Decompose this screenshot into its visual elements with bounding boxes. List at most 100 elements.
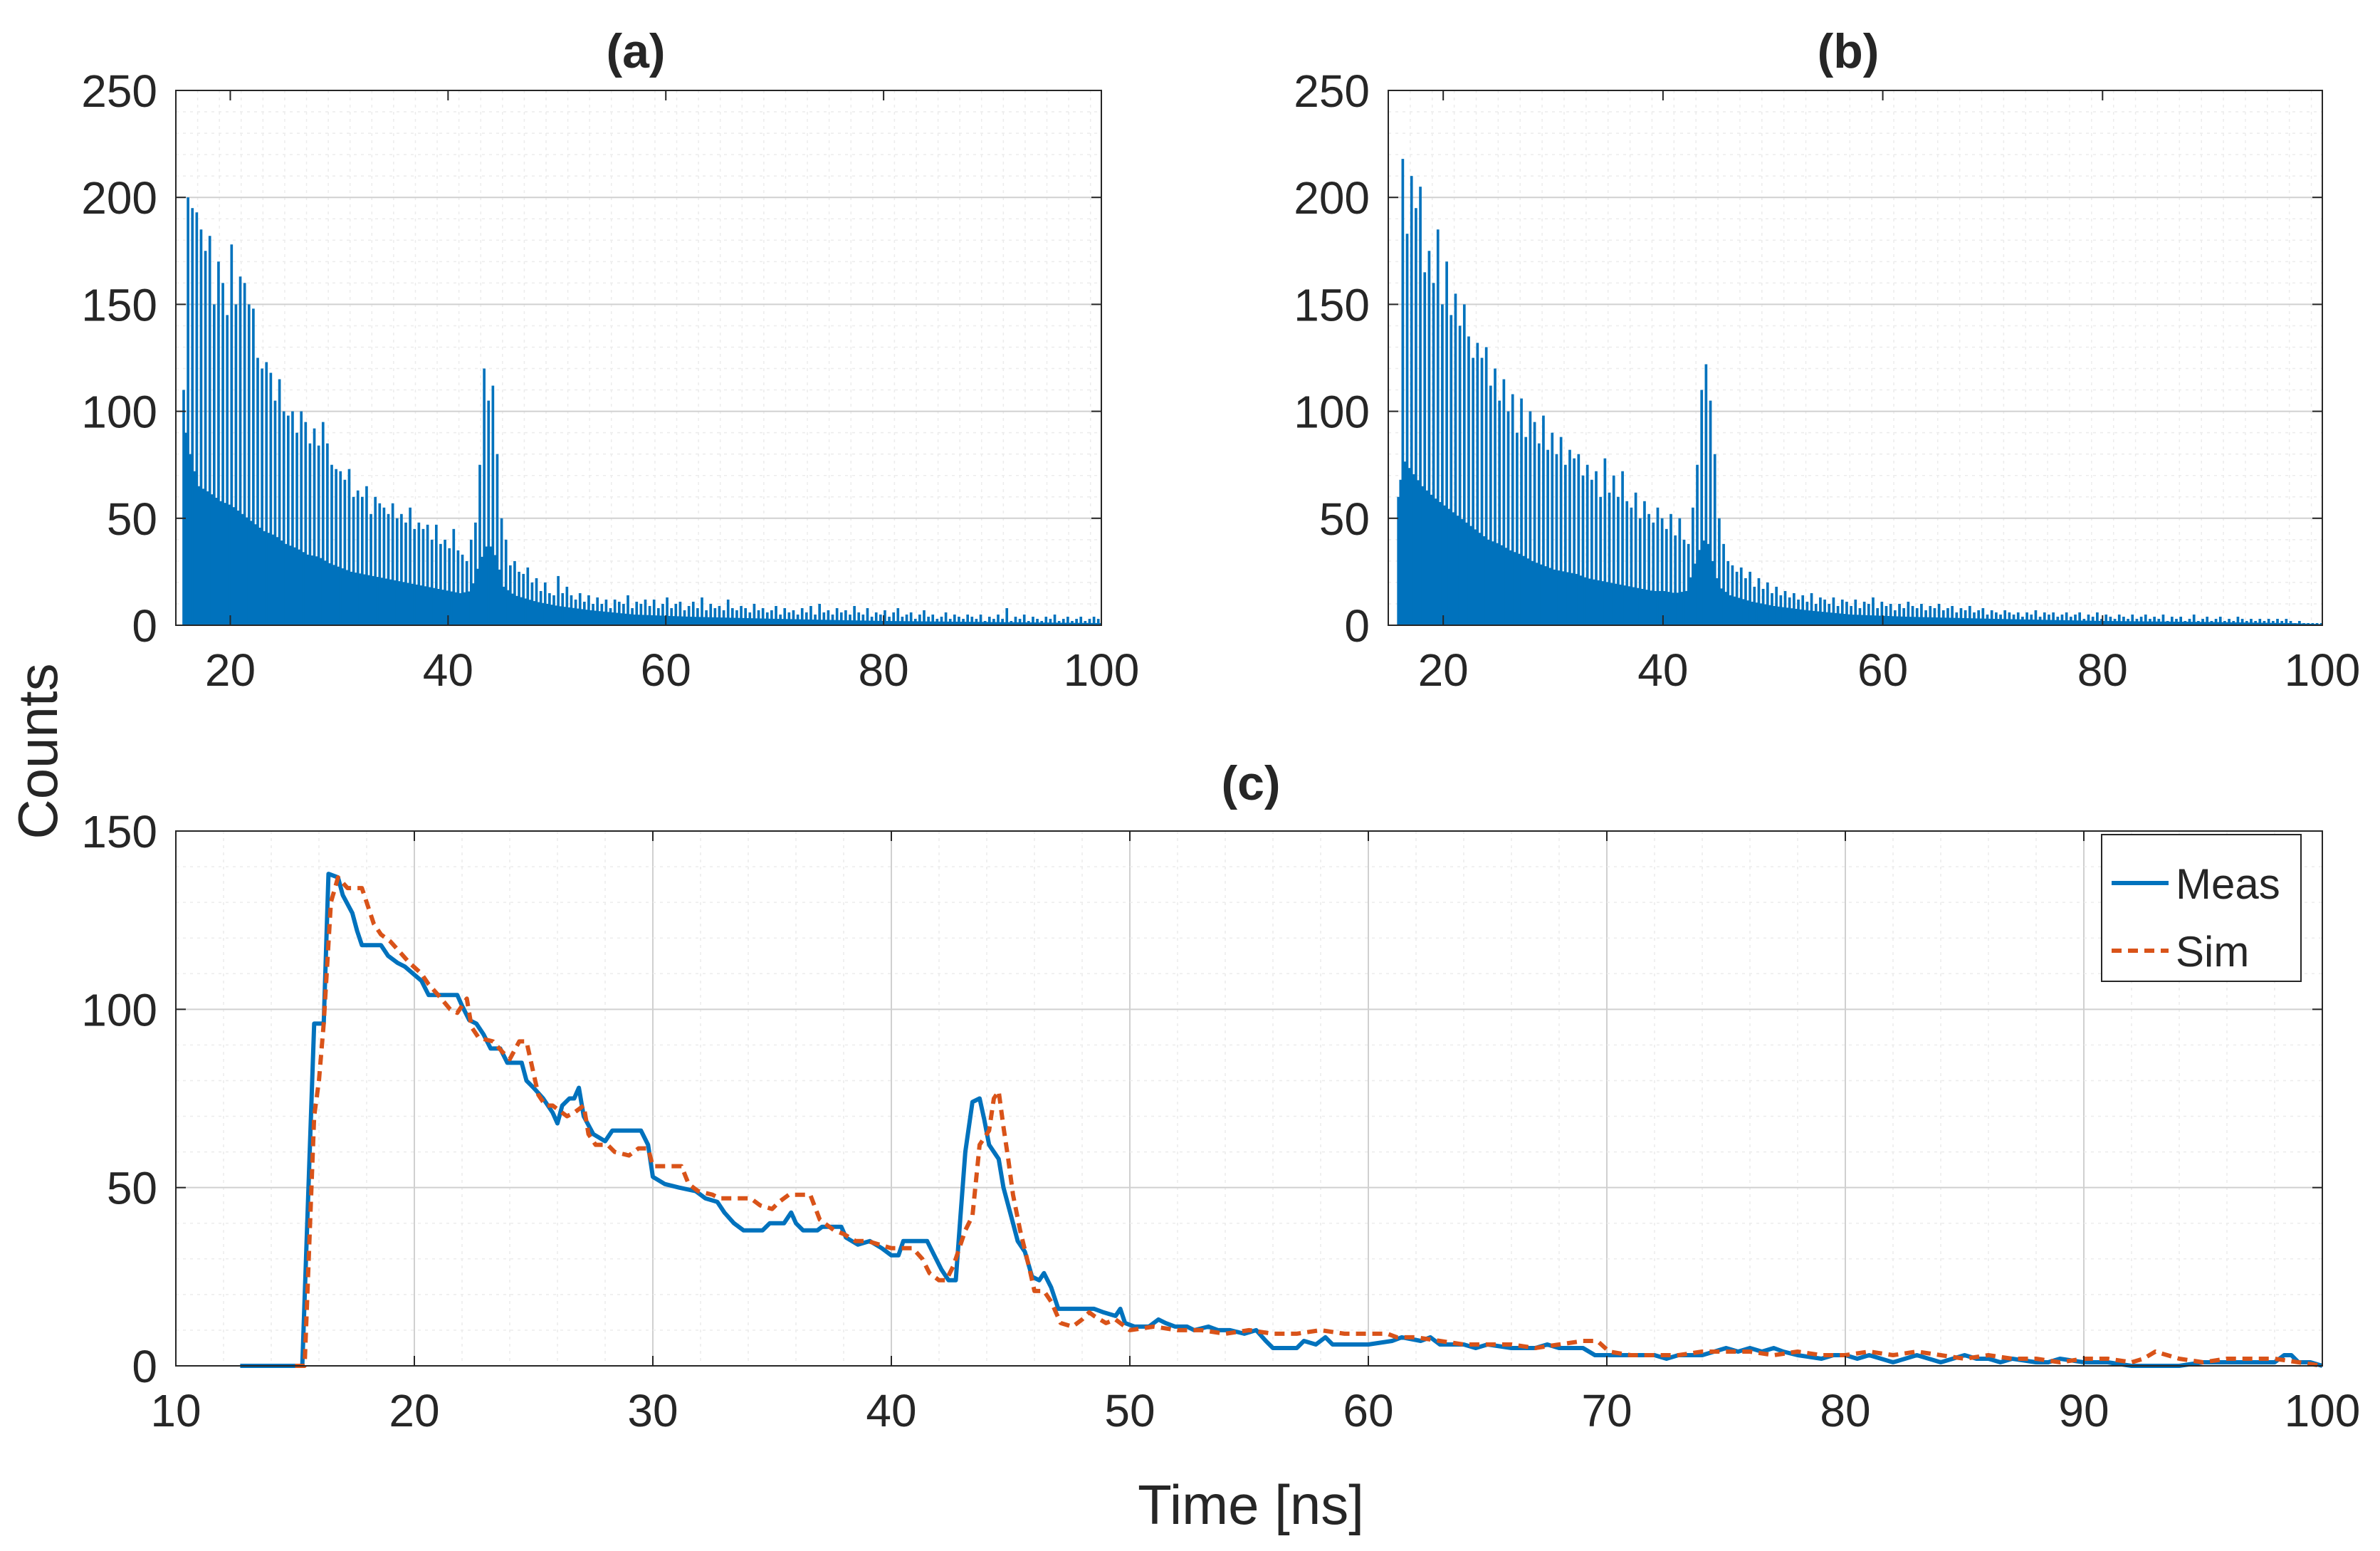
bar — [539, 590, 542, 625]
bar — [1079, 616, 1083, 625]
bar — [1913, 617, 1917, 625]
bar — [1891, 616, 1894, 625]
bar — [1887, 616, 1890, 625]
bar — [2287, 622, 2290, 625]
bar — [1509, 550, 1512, 625]
bar — [750, 618, 754, 625]
bar — [1610, 583, 1613, 625]
bar — [2181, 622, 2185, 625]
bar — [2173, 621, 2176, 625]
bar — [1684, 590, 1688, 625]
bar — [870, 616, 874, 625]
bar — [518, 571, 520, 625]
bar — [1939, 617, 1943, 625]
bar — [1872, 597, 1875, 625]
bar — [1933, 607, 1936, 625]
bar — [557, 575, 560, 625]
bar — [506, 590, 510, 625]
bar — [2210, 620, 2213, 625]
bar — [2298, 620, 2301, 625]
bar — [1968, 605, 1971, 625]
bar — [613, 599, 617, 625]
bar — [849, 614, 851, 625]
bar — [1793, 592, 1796, 625]
bar — [419, 585, 423, 625]
bar — [724, 617, 728, 625]
bar — [1036, 618, 1039, 625]
series-sim — [295, 875, 2323, 1368]
bar — [1057, 620, 1061, 625]
bar — [2069, 616, 2072, 625]
bar — [796, 614, 800, 625]
bar — [759, 618, 762, 625]
bar — [2028, 619, 2031, 625]
bar — [607, 612, 610, 625]
bar — [1502, 379, 1506, 625]
bar — [374, 496, 377, 625]
bar — [1563, 464, 1567, 625]
bar — [1964, 610, 1967, 625]
bar — [1696, 464, 1699, 625]
bar — [1625, 501, 1629, 625]
bar — [1711, 560, 1714, 625]
panel-c: (c) Time [ns] Meas Sim 10 20 30 40 50 60 70 80 9… — [81, 756, 2360, 1536]
bar — [1992, 618, 1996, 625]
bar — [1724, 592, 1728, 625]
bar — [511, 593, 514, 625]
bar — [2062, 620, 2066, 625]
x-tick-label: 90 — [2058, 1385, 2109, 1436]
bar — [326, 443, 329, 625]
bar — [881, 620, 884, 625]
bar — [661, 603, 664, 625]
bar — [1882, 615, 1886, 625]
bar — [977, 622, 980, 625]
bar — [894, 621, 898, 625]
bar — [282, 411, 285, 625]
y-tick-label: 50 — [1319, 494, 1370, 545]
bar — [827, 610, 830, 625]
bar — [1935, 617, 1939, 625]
bar — [1412, 474, 1415, 625]
bar — [1676, 592, 1679, 625]
bar — [1007, 622, 1011, 625]
bar — [265, 362, 268, 625]
bar — [413, 528, 416, 625]
bar — [1737, 597, 1741, 625]
bar — [2074, 614, 2077, 625]
bar — [2067, 620, 2070, 625]
bar — [404, 522, 407, 625]
bar — [839, 612, 843, 625]
bar — [868, 620, 871, 625]
bar — [411, 583, 414, 625]
bar — [1658, 590, 1662, 625]
bar — [681, 616, 684, 625]
bar — [1876, 607, 1880, 625]
x-tick-label: 100 — [1064, 644, 1140, 696]
bar — [1981, 607, 1985, 625]
bar — [1542, 415, 1545, 625]
bar — [715, 617, 719, 625]
bar — [1555, 454, 1558, 625]
bar — [1608, 492, 1611, 625]
bar — [2117, 614, 2121, 625]
bar — [2252, 622, 2255, 625]
bar — [2159, 621, 2163, 625]
bar — [2038, 616, 2042, 625]
bar — [2012, 614, 2015, 625]
bar — [1966, 618, 1969, 625]
bar — [2155, 621, 2159, 625]
bar — [1788, 597, 1791, 625]
bar — [1749, 571, 1751, 625]
bar — [199, 229, 203, 625]
bar — [465, 560, 468, 625]
bar — [777, 619, 780, 625]
bar — [1900, 616, 1903, 625]
bar — [831, 614, 834, 625]
bar — [1599, 496, 1603, 625]
bar — [2153, 616, 2156, 625]
bar — [2058, 620, 2062, 625]
bar — [215, 497, 218, 625]
bar — [1061, 618, 1065, 625]
bar — [1561, 571, 1565, 625]
bar — [713, 607, 717, 625]
